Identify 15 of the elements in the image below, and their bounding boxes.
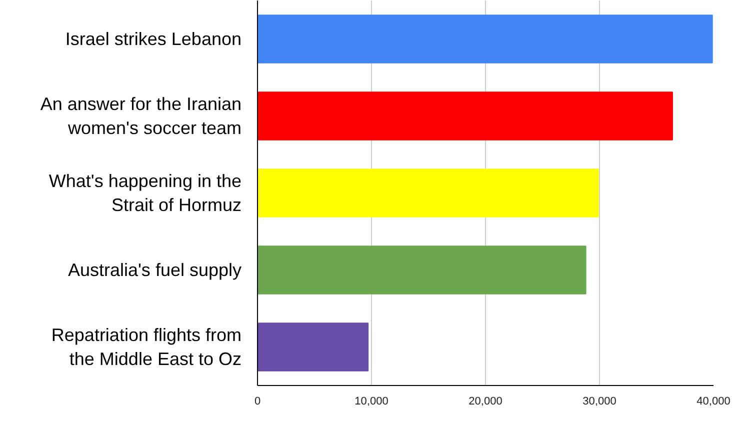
y-tick-label: An answer for the Iranian women's soccer team (40, 94, 242, 138)
bar (258, 92, 673, 140)
bar (258, 14, 713, 64)
x-tick-label: 40,000 (696, 396, 730, 408)
bar (258, 168, 599, 218)
x-tick-label: 0 (254, 396, 261, 408)
bar (258, 322, 369, 372)
bar (258, 246, 586, 294)
x-tick-label: 30,000 (582, 396, 616, 408)
y-tick-label: Australia's fuel supply (68, 260, 242, 280)
y-tick-label: Repatriation flights from the Middle East to Oz (51, 325, 242, 369)
x-tick-label: 10,000 (354, 396, 388, 408)
y-tick-label: Israel strikes Lebanon (65, 29, 242, 49)
x-tick-label: 20,000 (468, 396, 502, 408)
y-tick-label: What's happening in the Strait of Hormuz (48, 171, 242, 215)
